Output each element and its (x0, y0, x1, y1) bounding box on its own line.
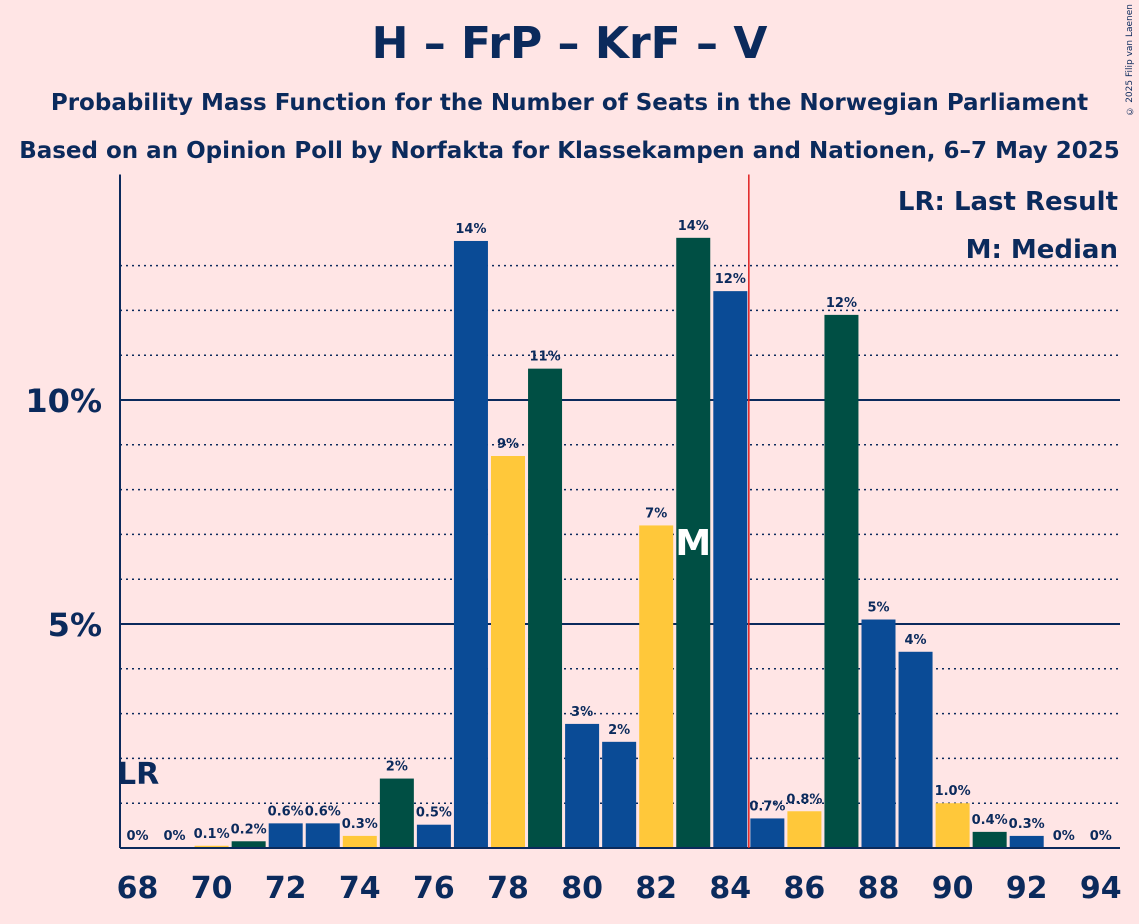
grid-lines (120, 264, 1120, 804)
bar-seat-81 (602, 741, 637, 848)
bar-seat-76 (416, 824, 451, 848)
bar-label-seat-72: 0.6% (268, 804, 304, 819)
bar-seat-91 (972, 831, 1007, 848)
x-tick-74: 74 (339, 871, 381, 906)
bar-seat-86 (787, 811, 822, 848)
bar-seat-92 (1009, 835, 1044, 848)
x-tick-94: 94 (1080, 871, 1122, 906)
bar-seat-74 (342, 835, 377, 848)
bar-seat-73 (305, 823, 340, 848)
legend-median: M: Median (966, 235, 1118, 265)
bar-label-seat-89: 4% (905, 633, 927, 648)
bar-seat-80 (565, 723, 600, 848)
bar-label-seat-70: 0.1% (194, 827, 230, 842)
bar-seat-88 (861, 619, 896, 848)
x-tick-86: 86 (784, 871, 826, 906)
x-tick-84: 84 (709, 871, 751, 906)
bar-seat-75 (379, 778, 414, 848)
bar-label-seat-91: 0.4% (972, 813, 1008, 828)
bar-label-seat-81: 2% (608, 723, 630, 738)
chart-subtitle-1: Probability Mass Function for the Number… (50, 90, 1089, 116)
y-tick-labels: 5% 10% (25, 382, 102, 644)
x-tick-92: 92 (1006, 871, 1048, 906)
x-tick-70: 70 (191, 871, 233, 906)
bar-label-seat-78: 9% (497, 437, 519, 452)
x-tick-80: 80 (561, 871, 603, 906)
bar-label-seat-90: 1.0% (935, 784, 971, 799)
bar-label-seat-77: 14% (455, 222, 486, 237)
bar-labels: 0% 0% 0.1% 0.2%0.6% 0.6%0.3%2%0.5%14%9%11%3%… (126, 219, 1111, 844)
bar-seat-79 (528, 368, 563, 848)
y-tick-10: 10% (25, 382, 102, 420)
bar-seat-83 (676, 237, 711, 849)
bar-label-seat-85: 0.7% (749, 799, 785, 814)
bar-label-seat-80: 3% (571, 705, 593, 720)
bar-label-seat-92: 0.3% (1009, 817, 1045, 832)
bars (194, 237, 1044, 849)
bar-label-seat-88: 5% (867, 601, 889, 616)
bar-label-seat-68: 0% (126, 829, 148, 844)
bar-seat-90 (935, 803, 970, 848)
bar-label-seat-86: 0.8% (786, 792, 822, 807)
last-result-marker: LR (117, 757, 159, 792)
x-tick-78: 78 (487, 871, 529, 906)
bar-label-seat-87: 12% (826, 296, 857, 311)
bar-seat-77 (453, 240, 488, 848)
bar-label-seat-94: 0% (1090, 829, 1112, 844)
y-tick-5: 5% (48, 606, 102, 644)
bar-seat-85 (750, 818, 785, 848)
bar-seat-71 (231, 841, 266, 848)
bar-seat-70 (194, 845, 229, 848)
bar-label-seat-76: 0.5% (416, 806, 452, 821)
bar-seat-72 (268, 823, 303, 848)
bar-label-seat-69: 0% (164, 829, 186, 844)
bar-label-seat-79: 11% (529, 350, 560, 365)
bar-seat-82 (639, 525, 674, 848)
bar-label-seat-73: 0.6% (305, 804, 341, 819)
chart-title: H – FrP – KrF – V (371, 18, 768, 69)
x-tick-90: 90 (932, 871, 974, 906)
bar-label-seat-71: 0.2% (231, 822, 267, 837)
bar-seat-84 (713, 291, 748, 848)
x-tick-labels: 68 70 72 74 76 78 80 82 84 86 88 90 92 94 (117, 871, 1122, 906)
bar-label-seat-83: 14% (678, 219, 709, 234)
bar-label-seat-82: 7% (645, 506, 667, 521)
bar-label-seat-74: 0.3% (342, 817, 378, 832)
x-tick-72: 72 (265, 871, 307, 906)
bar-seat-89 (898, 651, 933, 848)
x-tick-88: 88 (858, 871, 900, 906)
bar-label-seat-93: 0% (1053, 829, 1075, 844)
bar-label-seat-84: 12% (715, 272, 746, 287)
bar-label-seat-75: 2% (386, 760, 408, 775)
x-tick-68: 68 (117, 871, 159, 906)
bar-seat-87 (824, 314, 859, 848)
x-tick-82: 82 (635, 871, 677, 906)
legend-last-result: LR: Last Result (898, 187, 1118, 217)
chart-subtitle-2: Based on an Opinion Poll by Norfakta for… (19, 138, 1120, 164)
median-marker: M (675, 523, 711, 564)
bar-seat-78 (491, 456, 525, 848)
x-tick-76: 76 (413, 871, 455, 906)
